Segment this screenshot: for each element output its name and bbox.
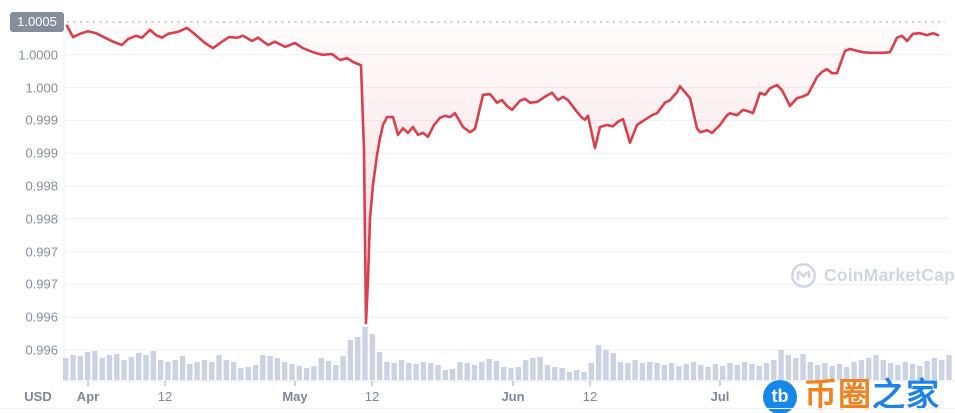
y-axis-label: 1.0000 (18, 47, 58, 63)
coinmarketcap-watermark-text: CoinMarketCap (824, 265, 955, 285)
y-axis-label: 0.997 (25, 276, 58, 292)
x-axis-label: Jul (710, 389, 730, 404)
y-axis-label: 0.996 (25, 342, 58, 358)
y-axis-label: 0.998 (25, 178, 58, 194)
site-name-blue: 之家 (872, 376, 940, 413)
x-axis-label: 12 (582, 389, 598, 404)
y-axis-label: 1.000 (25, 80, 58, 96)
x-axis-label: Apr (76, 389, 100, 404)
y-axis-label: 0.998 (25, 211, 58, 227)
y-axis-label: 0.997 (25, 244, 58, 260)
tb-monogram-icon: tb (763, 380, 797, 413)
coinmarketcap-watermark: CoinMarketCap (790, 262, 955, 289)
y-axis-label: 0.996 (25, 309, 58, 325)
current-price-badge: 1.0005 (10, 12, 64, 32)
x-axis-label: 12 (364, 389, 380, 404)
site-name: 币圈之家 (804, 378, 940, 412)
currency-label: USD (24, 389, 52, 404)
bottom-divider (0, 408, 955, 409)
x-axis-label: Jun (501, 389, 525, 404)
y-axis-label: 0.999 (25, 112, 58, 128)
y-axis-label: 0.999 (25, 145, 58, 161)
site-logo[interactable]: tb 币圈之家 (763, 378, 940, 413)
x-axis-label: 12 (157, 389, 173, 404)
coinmarketcap-logo-icon (791, 263, 816, 288)
site-name-orange: 币圈 (804, 376, 872, 413)
x-axis-label: May (282, 389, 308, 404)
